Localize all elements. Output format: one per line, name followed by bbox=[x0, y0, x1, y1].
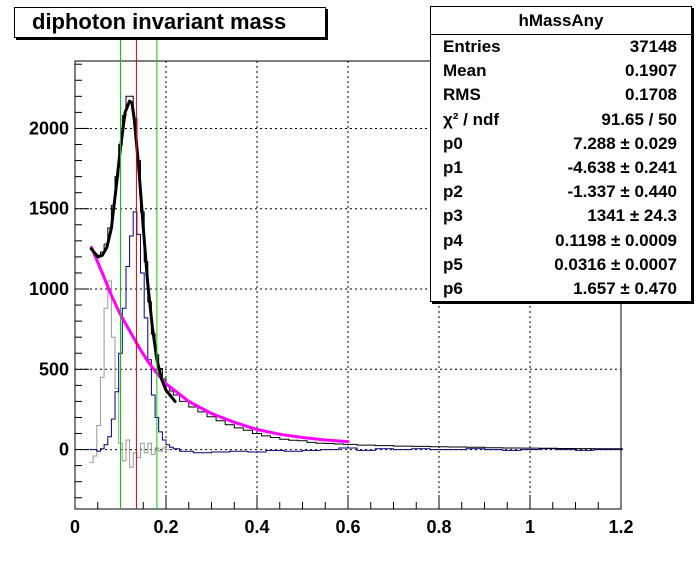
y-tick-label: 0 bbox=[59, 440, 69, 460]
y-tick-label: 1000 bbox=[29, 279, 69, 299]
stat-row: p1 -4.638 ± 0.241 bbox=[431, 156, 691, 180]
stat-row: p4 0.1198 ± 0.0009 bbox=[431, 229, 691, 253]
stat-row: p2 -1.337 ± 0.440 bbox=[431, 180, 691, 204]
histogram-series-2 bbox=[89, 280, 170, 468]
chart-title: diphoton invariant mass bbox=[32, 9, 287, 34]
stat-value: 7.288 ± 0.029 bbox=[573, 133, 677, 153]
stat-value: 1341 ± 24.3 bbox=[587, 206, 677, 226]
stat-name: p4 bbox=[443, 230, 463, 250]
stat-row: Mean 0.1907 bbox=[431, 59, 691, 83]
y-tick-label: 1500 bbox=[29, 199, 69, 219]
stat-row: p0 7.288 ± 0.029 bbox=[431, 132, 691, 156]
x-tick-label: 0.2 bbox=[153, 517, 178, 537]
stat-value: -4.638 ± 0.241 bbox=[567, 157, 677, 177]
stats-title: hMassAny bbox=[431, 7, 691, 35]
stat-name: p6 bbox=[443, 278, 463, 298]
stat-value: -1.337 ± 0.440 bbox=[567, 182, 677, 202]
stat-row: p6 1.657 ± 0.470 bbox=[431, 277, 691, 301]
x-tick-label: 1.2 bbox=[608, 517, 633, 537]
stat-name: Entries bbox=[443, 37, 501, 56]
stat-value: 91.65 / 50 bbox=[601, 109, 677, 129]
stat-row: p3 1341 ± 24.3 bbox=[431, 204, 691, 228]
chart-title-box: diphoton invariant mass bbox=[14, 7, 326, 38]
stat-value: 1.657 ± 0.470 bbox=[573, 278, 677, 298]
stat-name: p3 bbox=[443, 206, 463, 226]
x-tick-label: 0.4 bbox=[244, 517, 269, 537]
stat-name: RMS bbox=[443, 85, 481, 105]
stat-value: 0.1198 ± 0.0009 bbox=[555, 230, 677, 250]
stat-value: 37148 bbox=[629, 37, 677, 56]
stat-row: Entries 37148 bbox=[431, 35, 691, 59]
stat-value: 0.1708 bbox=[625, 85, 677, 105]
x-tick-label: 0 bbox=[70, 517, 80, 537]
stat-name: χ² / ndf bbox=[443, 109, 500, 129]
stat-value: 0.1907 bbox=[625, 61, 677, 81]
stat-row: χ² / ndf 91.65 / 50 bbox=[431, 108, 691, 132]
stats-rows: Entries 37148 Mean 0.1907 RMS 0.1708 χ² / ndf 9… bbox=[431, 35, 691, 301]
stat-name: p0 bbox=[443, 133, 463, 153]
stat-value: 0.0316 ± 0.0007 bbox=[554, 254, 677, 274]
stat-name: p1 bbox=[443, 157, 463, 177]
stat-name: Mean bbox=[443, 61, 487, 81]
y-tick-label: 2000 bbox=[29, 118, 69, 138]
stats-box: hMassAny Entries 37148 Mean 0.1907 RMS 0.1708… bbox=[430, 6, 692, 302]
stat-row: RMS 0.1708 bbox=[431, 83, 691, 107]
background-fit-curve bbox=[89, 245, 350, 444]
y-tick-label: 500 bbox=[39, 359, 69, 379]
stat-name: p2 bbox=[443, 182, 463, 202]
stat-row: p5 0.0316 ± 0.0007 bbox=[431, 253, 691, 277]
x-tick-label: 0.8 bbox=[426, 517, 451, 537]
x-tick-label: 0.6 bbox=[335, 517, 360, 537]
stat-name: p5 bbox=[443, 254, 463, 274]
histogram-series-1 bbox=[89, 211, 623, 454]
x-tick-label: 1 bbox=[525, 517, 535, 537]
